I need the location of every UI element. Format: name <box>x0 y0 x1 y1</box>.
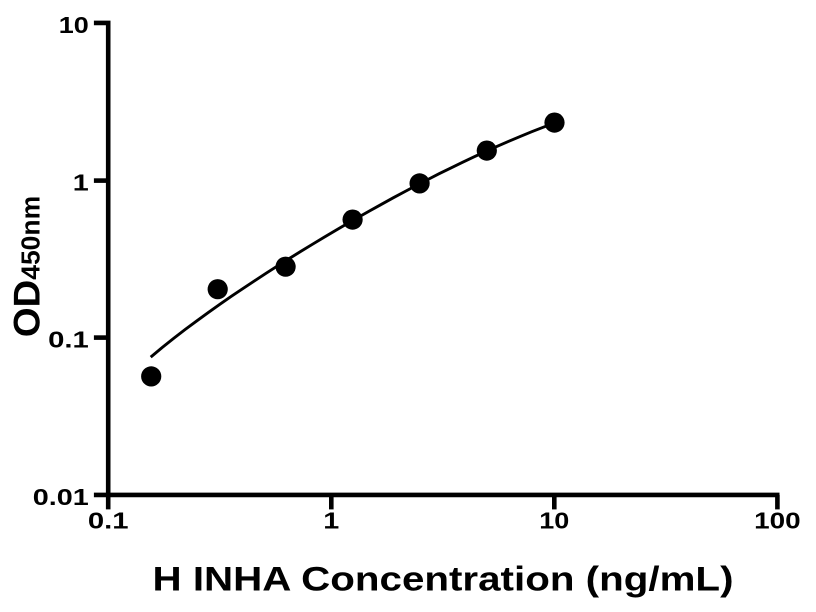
svg-text:1: 1 <box>323 508 339 534</box>
svg-text:OD450nm: OD450nm <box>6 196 47 337</box>
svg-text:100: 100 <box>754 508 801 534</box>
svg-text:10: 10 <box>539 508 569 534</box>
svg-text:0.01: 0.01 <box>33 484 89 510</box>
svg-text:0.1: 0.1 <box>88 508 129 534</box>
svg-text:1: 1 <box>73 169 89 195</box>
svg-text:H INHA Concentration (ng/mL): H INHA Concentration (ng/mL) <box>153 561 734 599</box>
svg-text:0.1: 0.1 <box>48 327 89 353</box>
svg-text:10: 10 <box>59 12 89 38</box>
